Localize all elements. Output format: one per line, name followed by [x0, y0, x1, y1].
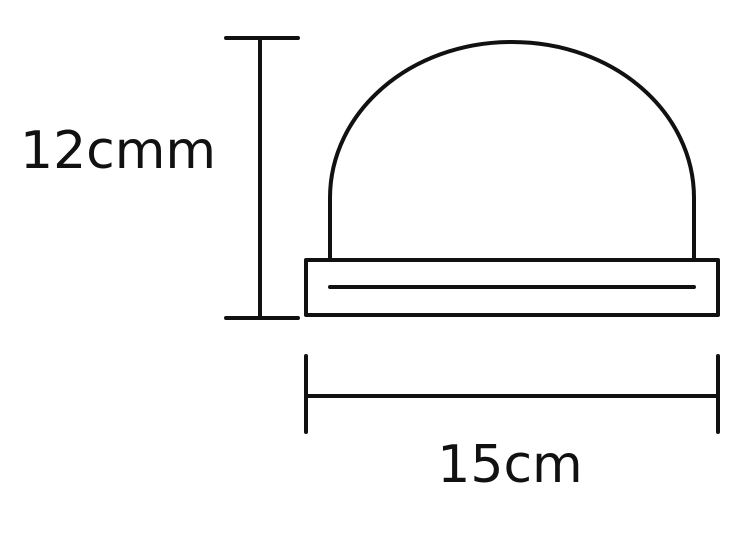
width-label: 15cm — [437, 435, 582, 495]
dome-base — [304, 258, 720, 317]
height-label: 12cmm — [20, 121, 216, 181]
dome-object — [304, 40, 720, 317]
height-dimension: 12cmm — [20, 36, 300, 320]
dome-cap — [328, 40, 696, 260]
width-dimension: 15cm — [304, 354, 720, 495]
